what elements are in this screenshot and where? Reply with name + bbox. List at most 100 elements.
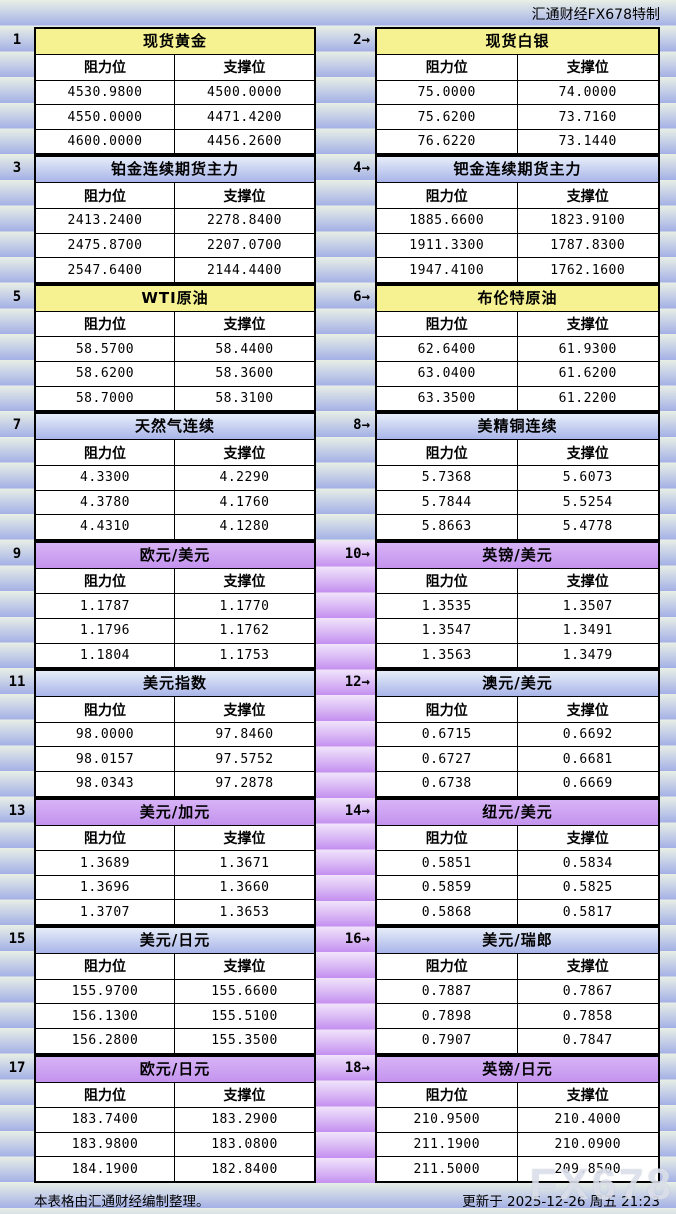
panel-title: 英镑/日元 (377, 1056, 658, 1083)
panel-1: 现货黄金 阻力位 支撑位 4530.9800 4500.0000 4550.0000 447… (34, 27, 316, 156)
support-value: 183.2900 (211, 1112, 278, 1128)
panel-title: 布伦特原油 (377, 285, 658, 312)
right-panel-number-cell: 4→ (316, 155, 375, 283)
support-value: 1.3491 (562, 623, 613, 639)
support-header: 支撑位 (566, 830, 609, 847)
resistance-value: 1911.3300 (377, 233, 518, 258)
panel-title: 现货白银 (377, 29, 658, 55)
panel-row: 1 现货黄金 阻力位 支撑位 4530.9800 4500.0000 4550.0000 44… (0, 27, 676, 156)
panel-header-row: 阻力位 支撑位 (377, 183, 658, 209)
panel-header-row: 阻力位 支撑位 (36, 55, 314, 80)
support-header: 支撑位 (566, 317, 609, 334)
resistance-value: 184.1900 (36, 1157, 175, 1181)
table-row: 58.5700 58.4400 (36, 336, 314, 362)
support-value: 1762.1600 (550, 262, 626, 278)
panel-row: 11 美元指数 阻力位 支撑位 98.0000 97.8460 98.0157 97.5752… (0, 669, 676, 798)
resistance-value: 4.4310 (36, 515, 175, 539)
resistance-value: 1.3535 (377, 594, 518, 618)
resistance-value: 75.0000 (377, 80, 518, 105)
right-panel-number-cell: 10→ (316, 541, 375, 669)
support-value: 5.5254 (562, 494, 613, 510)
resistance-value: 1.3547 (377, 618, 518, 643)
table-row: 0.7887 0.7867 (377, 978, 658, 1004)
panel-header-row: 阻力位 支撑位 (36, 697, 314, 722)
support-header: 支撑位 (566, 60, 609, 77)
panel-header-row: 阻力位 支撑位 (36, 954, 314, 979)
resistance-value: 183.7400 (36, 1108, 175, 1132)
resistance-header: 阻力位 (377, 183, 518, 209)
table-row: 0.7907 0.7847 (377, 1027, 658, 1053)
resistance-value: 58.6200 (36, 362, 175, 386)
resistance-value: 0.6738 (377, 772, 518, 796)
panel-title: 纽元/美元 (377, 799, 658, 826)
panel-12: 澳元/美元 阻力位 支撑位 0.6715 0.6692 0.6727 0.6681 0.673… (375, 669, 660, 798)
resistance-value: 0.7887 (377, 979, 518, 1004)
support-value: 0.5834 (562, 855, 613, 871)
resistance-header: 阻力位 (377, 440, 518, 465)
resistance-value: 5.7368 (377, 465, 518, 490)
site-credit-text: 汇通财经FX678特制 (531, 7, 660, 23)
table-row: 98.0343 97.2878 (36, 771, 314, 796)
resistance-value: 0.5868 (377, 900, 518, 925)
table-row: 1.3689 1.3671 (36, 850, 314, 875)
right-margin (660, 412, 676, 540)
table-row: 75.6200 73.7160 (377, 104, 658, 129)
panel-title: 欧元/日元 (36, 1056, 314, 1083)
support-value: 1.3671 (219, 855, 270, 871)
resistance-value: 156.1300 (36, 1004, 175, 1028)
support-value: 73.1440 (558, 134, 617, 150)
support-value: 1787.8300 (550, 237, 626, 253)
panel-row: 7 天然气连续 阻力位 支撑位 4.3300 4.2290 4.3780 4.1760 4.43… (0, 412, 676, 541)
panel-4: 钯金连续期货主力 阻力位 支撑位 1885.6600 1823.9100 1911.330… (375, 155, 660, 284)
resistance-value: 0.7898 (377, 1004, 518, 1028)
panel-13: 美元/加元 阻力位 支撑位 1.3689 1.3671 1.3696 1.3660 1.370… (34, 797, 316, 927)
resistance-value: 1885.6600 (377, 209, 518, 233)
support-header: 支撑位 (223, 959, 266, 976)
support-value: 58.4400 (215, 341, 274, 357)
resistance-value: 4.3300 (36, 465, 175, 490)
support-header: 支撑位 (566, 1087, 609, 1104)
resistance-header: 阻力位 (36, 825, 175, 851)
panel-18: 英镑/日元 阻力位 支撑位 210.9500 210.4000 211.1900 210.0… (375, 1054, 660, 1183)
support-value: 4500.0000 (207, 84, 282, 100)
panel-row: 3 铂金连续期货主力 阻力位 支撑位 2413.2400 2278.8400 2475.87… (0, 155, 676, 284)
resistance-header: 阻力位 (377, 697, 518, 722)
resistance-value: 155.9700 (36, 979, 175, 1004)
resistance-header: 阻力位 (36, 954, 175, 979)
right-margin (660, 798, 676, 926)
table-row: 76.6220 73.1440 (377, 128, 658, 154)
resistance-value: 0.5851 (377, 851, 518, 875)
resistance-header: 阻力位 (36, 311, 175, 337)
left-panel-number-cell: 5 (0, 284, 34, 412)
resistance-value: 98.0000 (36, 722, 175, 747)
panel-number-label: 8→ (353, 417, 370, 434)
panel-number-label: 2→ (353, 32, 370, 48)
support-value: 155.6600 (211, 984, 278, 1000)
currency-section-gutter-stripe (316, 541, 375, 1183)
panel-header-row: 阻力位 支撑位 (377, 1082, 658, 1108)
resistance-value: 5.7844 (377, 490, 518, 515)
table-row: 156.2800 155.3500 (36, 1027, 314, 1053)
support-value: 4456.2600 (207, 134, 282, 150)
support-value: 209.8500 (554, 1161, 622, 1177)
resistance-value: 4600.0000 (36, 129, 175, 154)
left-panel-number-cell: 7 (0, 412, 34, 540)
panel-title: 美元/加元 (36, 799, 314, 826)
footer-updated-timestamp: 更新于 2025-12-26 周五 21:23 (462, 1194, 660, 1210)
support-value: 58.3100 (215, 391, 274, 407)
panel-title: 美元/瑞郎 (377, 928, 658, 955)
table-row: 0.6738 0.6669 (377, 771, 658, 796)
panel-title: 澳元/美元 (377, 671, 658, 698)
resistance-value: 0.5859 (377, 875, 518, 900)
panel-2: 现货白银 阻力位 支撑位 75.0000 74.0000 75.6200 73.7160 76… (375, 27, 660, 156)
support-value: 5.4778 (562, 519, 613, 535)
table-row: 1.3707 1.3653 (36, 899, 314, 925)
panel-header-row: 阻力位 支撑位 (377, 311, 658, 337)
support-value: 1.1770 (219, 598, 270, 614)
panel-number-label: 13 (8, 802, 26, 819)
resistance-value: 63.0400 (377, 362, 518, 386)
resistance-value: 2413.2400 (36, 209, 175, 233)
panel-6: 布伦特原油 阻力位 支撑位 62.6400 61.9300 63.0400 61.6200 6… (375, 283, 660, 413)
panel-header-row: 阻力位 支撑位 (377, 568, 658, 594)
support-value: 61.6200 (558, 366, 617, 382)
